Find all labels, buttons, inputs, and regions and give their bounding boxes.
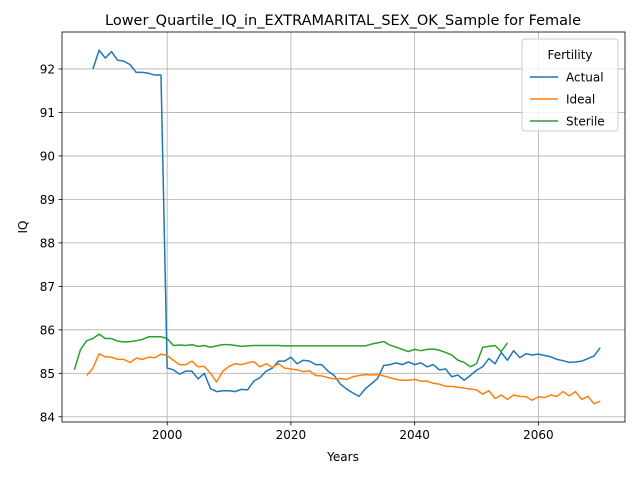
y-tick-label: 85 [40,367,55,381]
series-lines [73,49,601,405]
legend-label-ideal: Ideal [566,93,595,107]
axis-ticks: 2000 2020 2040 2060 84 85 86 87 88 89 90 91 92 [40,62,554,442]
x-tick-label: 2020 [276,428,307,442]
series-line-ideal [86,352,601,405]
y-tick-label: 86 [40,323,55,337]
chart-title: Lower_Quartile_IQ_in_EXTRAMARITAL_SEX_OK… [105,13,581,29]
legend-label-actual: Actual [566,71,604,85]
series-line-sterile [73,333,509,371]
legend-label-sterile: Sterile [566,115,605,129]
legend: Fertility Actual Ideal Sterile [521,38,619,132]
plot-frame [61,31,626,423]
grid-lines [62,32,625,422]
y-tick-label: 90 [40,149,55,163]
y-tick-label: 92 [40,62,55,76]
x-tick-label: 2060 [523,428,554,442]
y-tick-label: 89 [40,193,55,207]
legend-box [521,38,619,132]
y-axis-label: IQ [16,221,30,234]
y-tick-label: 88 [40,236,55,250]
y-tick-label: 91 [40,106,55,120]
series-line-actual [92,49,601,398]
x-tick-label: 2040 [399,428,430,442]
legend-title: Fertility [547,48,592,62]
x-tick-label: 2000 [152,428,183,442]
y-tick-label: 84 [40,410,55,424]
legend-items: Actual Ideal Sterile [530,71,605,129]
x-axis-label: Years [326,450,359,464]
y-tick-label: 87 [40,280,55,294]
